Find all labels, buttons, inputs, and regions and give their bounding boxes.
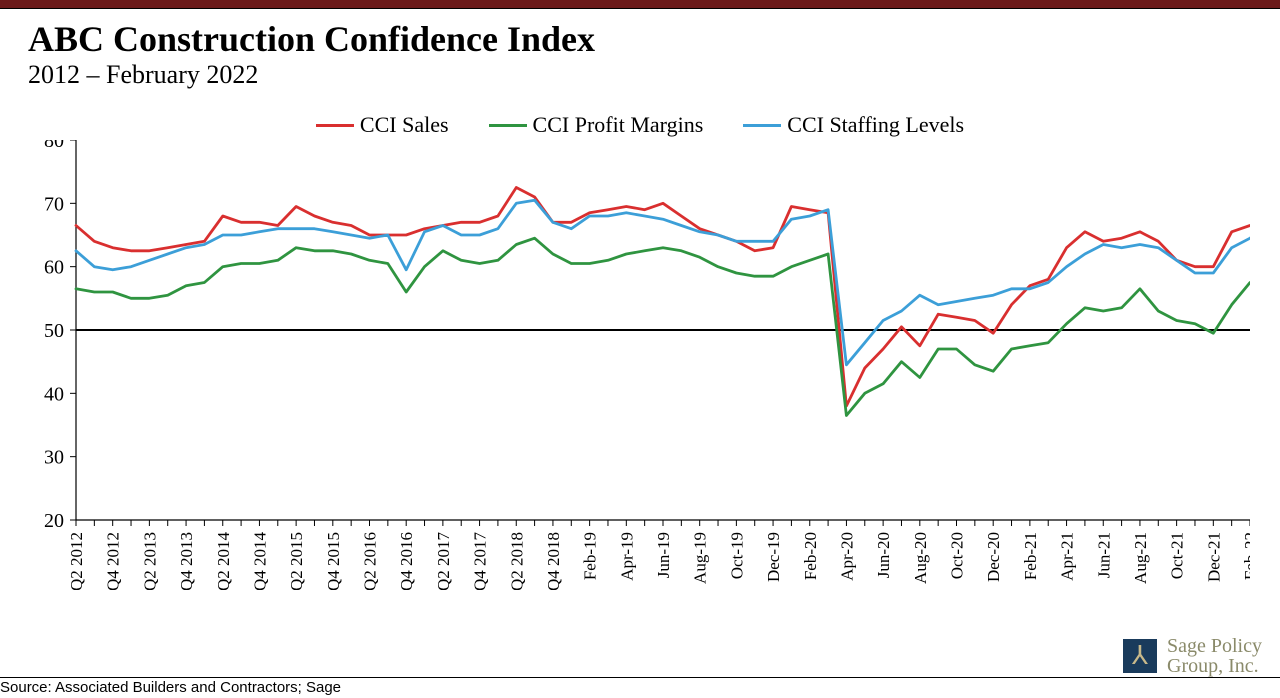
legend: CCI Sales CCI Profit Margins CCI Staffin…	[0, 112, 1280, 138]
svg-text:Q4 2018: Q4 2018	[544, 532, 563, 590]
svg-text:Jun-21: Jun-21	[1094, 532, 1113, 578]
logo-line1: Sage Policy	[1167, 636, 1262, 656]
svg-text:Q4 2016: Q4 2016	[397, 532, 416, 590]
svg-text:Q4 2013: Q4 2013	[177, 532, 196, 590]
legend-label-sales: CCI Sales	[360, 112, 449, 138]
chart-subtitle: 2012 – February 2022	[28, 60, 258, 90]
svg-text:Q4 2015: Q4 2015	[324, 532, 343, 590]
svg-text:60: 60	[44, 257, 64, 279]
svg-text:Feb-19: Feb-19	[581, 532, 600, 580]
svg-text:Aug-20: Aug-20	[911, 532, 930, 584]
legend-label-staffing: CCI Staffing Levels	[787, 112, 964, 138]
legend-line-sales	[316, 124, 354, 127]
svg-text:Q2 2018: Q2 2018	[507, 532, 526, 590]
legend-line-staffing	[743, 124, 781, 127]
svg-text:40: 40	[44, 383, 64, 405]
svg-text:Aug-19: Aug-19	[691, 532, 710, 584]
svg-text:Aug-21: Aug-21	[1131, 532, 1150, 584]
svg-text:Q4 2014: Q4 2014	[250, 532, 269, 590]
svg-text:Q2 2017: Q2 2017	[434, 532, 453, 590]
legend-item-staffing: CCI Staffing Levels	[743, 112, 964, 138]
svg-text:Feb-20: Feb-20	[801, 532, 820, 580]
chart-plot-area: 20 30 40 50 60 70 80 Q2 2012 Q4 2012 Q2 2013 Q4 20…	[30, 140, 1250, 590]
svg-text:Feb-21: Feb-21	[1021, 532, 1040, 580]
svg-text:Jun-20: Jun-20	[874, 532, 893, 578]
svg-text:Q4 2017: Q4 2017	[471, 532, 490, 590]
svg-text:Q2 2016: Q2 2016	[361, 532, 380, 590]
legend-item-sales: CCI Sales	[316, 112, 449, 138]
svg-text:Oct-21: Oct-21	[1168, 532, 1187, 579]
svg-text:Apr-19: Apr-19	[617, 532, 636, 581]
svg-text:Dec-20: Dec-20	[984, 532, 1003, 582]
svg-text:Apr-20: Apr-20	[837, 532, 856, 581]
svg-text:Jun-19: Jun-19	[654, 532, 673, 578]
svg-text:Q2 2015: Q2 2015	[287, 532, 306, 590]
logo-icon: ⅄	[1123, 639, 1157, 673]
svg-text:Feb-22: Feb-22	[1241, 532, 1250, 580]
legend-line-profit	[489, 124, 527, 127]
svg-text:Q2 2012: Q2 2012	[67, 532, 86, 590]
svg-text:Q2 2014: Q2 2014	[214, 532, 233, 590]
logo: ⅄ Sage Policy Group, Inc.	[1123, 636, 1262, 676]
legend-item-profit: CCI Profit Margins	[489, 112, 704, 138]
legend-label-profit: CCI Profit Margins	[533, 112, 704, 138]
logo-line2: Group, Inc.	[1167, 656, 1262, 676]
source-text: Source: Associated Builders and Contract…	[0, 679, 341, 696]
chart-title: ABC Construction Confidence Index	[28, 18, 595, 60]
svg-text:70: 70	[44, 193, 64, 215]
svg-text:20: 20	[44, 510, 64, 532]
top-bar	[0, 0, 1280, 8]
rule-top	[0, 8, 1280, 9]
svg-text:Dec-21: Dec-21	[1204, 532, 1223, 582]
svg-text:Oct-20: Oct-20	[948, 532, 967, 579]
svg-text:50: 50	[44, 320, 64, 342]
svg-text:Q4 2012: Q4 2012	[104, 532, 123, 590]
svg-text:80: 80	[44, 140, 64, 152]
svg-text:Apr-21: Apr-21	[1058, 532, 1077, 581]
rule-bottom	[0, 677, 1280, 678]
svg-text:Oct-19: Oct-19	[727, 532, 746, 579]
chart-svg: 20 30 40 50 60 70 80 Q2 2012 Q4 2012 Q2 2013 Q4 20…	[30, 140, 1250, 590]
logo-text: Sage Policy Group, Inc.	[1167, 636, 1262, 676]
svg-text:30: 30	[44, 447, 64, 469]
svg-text:Dec-19: Dec-19	[764, 532, 783, 582]
chart-container: ABC Construction Confidence Index 2012 –…	[0, 0, 1280, 698]
svg-text:Q2 2013: Q2 2013	[140, 532, 159, 590]
